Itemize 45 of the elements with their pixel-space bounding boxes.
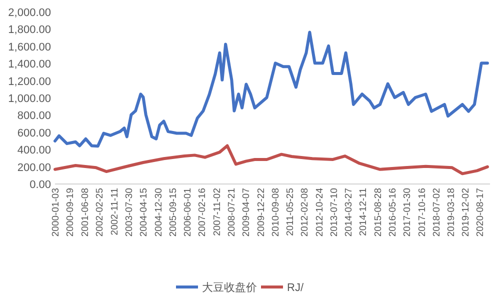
x-tick-label: 2017-01-30: [402, 188, 414, 237]
x-tick-label: 2018-07-02: [431, 188, 442, 237]
x-tick-label: 2019-12-02: [460, 188, 472, 237]
x-tick-label: 2005-09-15: [168, 188, 179, 237]
y-tick-label: 1,400.00: [8, 58, 51, 71]
x-tick-label: 2014-12-11: [358, 188, 370, 236]
x-tick-label: 2003-07-30: [124, 188, 136, 237]
x-tick-label: 2002-11-11: [109, 188, 120, 236]
x-tick-label: 2019-03-18: [446, 188, 458, 237]
x-tick-label: 2008-07-21: [226, 188, 238, 237]
x-tick-label: 2002-02-25: [94, 188, 106, 237]
x-tick-label: 2006-06-01: [182, 188, 194, 237]
x-tick-label: 2000-09-19: [65, 188, 76, 237]
x-tick-label: 2009-12-22: [256, 188, 267, 237]
y-tick-label: 1,600.00: [8, 41, 51, 54]
y-tick-label: 800.00: [17, 110, 51, 122]
x-tick-label: 2012-10-24: [314, 188, 326, 237]
y-tick-label: 1,000.00: [8, 93, 51, 105]
legend-label: RJ/: [287, 282, 304, 294]
x-tick-label: 2014-03-27: [344, 188, 355, 237]
x-tick-label: 2013-07-10: [328, 188, 340, 237]
x-tick-label: 2000-01-03: [50, 188, 62, 237]
y-tick-label: 2,000.00: [8, 7, 51, 19]
x-tick-label: 2010-09-08: [270, 188, 282, 237]
y-tick-label: 200.00: [17, 162, 51, 174]
x-tick-label: 2009-04-07: [241, 188, 252, 237]
x-tick-label: 2004-12-30: [153, 188, 164, 237]
x-tick-label: 2004-04-15: [138, 188, 150, 237]
x-tick-label: 2001-06-08: [80, 188, 91, 237]
y-tick-label: 600.00: [17, 127, 51, 140]
x-tick-label: 2011-05-25: [285, 188, 296, 236]
x-tick-label: 2007-11-02: [212, 188, 223, 236]
x-tick-label: 2007-02-16: [197, 188, 208, 237]
x-tick-label: 2015-08-28: [372, 188, 384, 237]
line-series: [54, 144, 489, 176]
legend-label: 大豆收盘价: [202, 281, 257, 294]
y-tick-label: 1,200.00: [8, 76, 51, 88]
y-tick-label: 400.00: [17, 144, 51, 157]
y-tick-label: 0.00: [30, 179, 51, 191]
x-tick-label: 2012-02-08: [300, 188, 311, 237]
x-tick-label: 2016-05-16: [388, 188, 399, 237]
line-series: [54, 30, 489, 148]
y-tick-label: 1,800.00: [8, 24, 51, 36]
x-tick-label: 2020-08-17: [475, 188, 486, 237]
x-tick-label: 2017-10-16: [416, 188, 428, 237]
